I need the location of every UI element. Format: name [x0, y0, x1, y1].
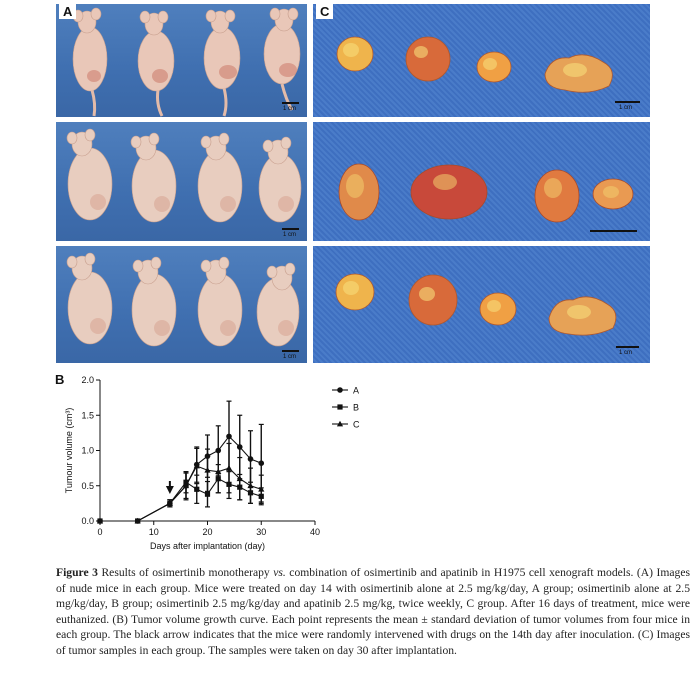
mice-photo-group-a: A 1 cm [56, 4, 307, 117]
mouse-1 [66, 128, 113, 221]
data-point-a [204, 453, 211, 459]
data-point-b [237, 484, 243, 490]
tumor-image-row-3 [335, 273, 617, 336]
x-tick-label: 0 [97, 527, 102, 537]
mouse-3 [203, 9, 241, 117]
data-point-c [247, 482, 254, 489]
chart-annotation [165, 481, 174, 494]
data-point-c [236, 475, 243, 482]
data-point-c [215, 468, 222, 475]
legend-label-b: B [353, 403, 359, 413]
data-point-b [194, 486, 200, 492]
mice-photo-group-c: 1 cm [56, 246, 307, 363]
legend-label-c: C [353, 420, 360, 430]
y-tick-label: 1.0 [81, 446, 94, 456]
scale-label: 1 cm [283, 354, 297, 360]
legend-marker-b [337, 404, 343, 410]
caption-text-2: combination of osimertinib and apatinib … [56, 566, 691, 657]
tumor-2 [408, 274, 458, 326]
y-tick-label: 0.0 [81, 516, 94, 526]
mouse-2 [130, 132, 177, 223]
legend-marker-c [336, 420, 344, 427]
scale-bar [590, 230, 637, 232]
mouse-1 [72, 7, 108, 117]
x-tick-label: 40 [310, 527, 320, 537]
data-point-b [226, 481, 232, 487]
tumor-photo-group-a: C 1 cm [313, 4, 650, 117]
x-tick-label: 10 [149, 527, 159, 537]
data-point-b [247, 490, 254, 496]
scale-label: 1 cm [283, 106, 297, 112]
scale-bar [616, 346, 639, 348]
panel-label-b: B [55, 372, 65, 387]
data-point-c [96, 517, 104, 524]
chart-axes: 0.0 0.5 1.0 1.5 2.0 0 10 20 30 40 Days after impla… [64, 375, 320, 551]
data-point-c [182, 482, 190, 489]
tumor-volume-chart: 0.0 0.5 1.0 1.5 2.0 0 10 20 30 40 Days after impla… [64, 375, 360, 551]
y-tick-label: 1.5 [81, 410, 94, 420]
data-point-c [258, 485, 265, 492]
scale-label: 1 cm [619, 105, 633, 111]
data-point-a [226, 433, 232, 440]
scale-label: 1 cm [283, 232, 297, 238]
mice-photo-group-b: 1 cm [56, 122, 307, 241]
mouse-1 [66, 252, 113, 345]
tumor-photo-group-b [313, 122, 650, 241]
mouse-3 [197, 132, 243, 223]
panel-label-a: A [59, 4, 77, 19]
mice-image-row-1 [72, 7, 301, 117]
caption-text-1: Results of osimertinib monotherapy [97, 566, 274, 579]
chart-series-lines [100, 435, 262, 522]
data-point-c [193, 462, 200, 469]
data-point-c [204, 466, 211, 473]
tumor-image-row-1 [336, 36, 613, 93]
x-tick-label: 20 [202, 527, 212, 537]
tumor-2 [410, 164, 488, 220]
mice-image-row-2 [66, 128, 302, 223]
figure-number: Figure 3 [56, 566, 98, 579]
data-point-b [204, 491, 211, 497]
data-point-b [258, 493, 264, 499]
chart-markers [96, 433, 265, 524]
data-point-c [225, 464, 233, 471]
x-axis-label: Days after implantation (day) [150, 541, 265, 551]
series-line-c [100, 465, 262, 522]
data-point-b [183, 479, 189, 485]
mouse-3 [197, 256, 243, 347]
figure-caption: Figure 3 Results of osimertinib monother… [56, 565, 690, 659]
series-line-b [100, 477, 262, 522]
panel-label-c: C [316, 4, 334, 19]
mouse-2 [131, 256, 177, 347]
arrow-head [165, 486, 174, 494]
series-line-a [100, 435, 262, 522]
legend-label-a: A [353, 386, 359, 396]
scale-bar [282, 228, 299, 230]
scale-label: 1 cm [619, 350, 633, 356]
mouse-4 [256, 262, 300, 347]
scale-bar [282, 102, 299, 104]
scale-bar [615, 101, 640, 103]
data-point-a [258, 460, 265, 466]
data-point-a [215, 447, 222, 454]
x-tick-label: 30 [256, 527, 266, 537]
y-tick-label: 0.5 [81, 481, 94, 491]
tumor-photo-group-c: 1 cm [313, 246, 650, 363]
y-tick-label: 2.0 [81, 375, 94, 385]
mice-image-row-3 [66, 252, 300, 347]
data-point-b [215, 476, 221, 482]
data-point-a [236, 444, 243, 450]
y-axis-label: Tumour volume (cm³) [64, 408, 74, 494]
mouse-4 [263, 7, 301, 111]
data-point-c [134, 517, 141, 524]
mouse-2 [137, 10, 175, 117]
chart-legend: ABC [332, 386, 360, 430]
caption-vs: vs. [273, 566, 286, 579]
tumor-image-row-2 [338, 163, 634, 223]
legend-marker-a [337, 387, 343, 393]
data-point-a [247, 456, 254, 462]
scale-bar [282, 350, 299, 352]
data-point-c [166, 500, 173, 506]
tumor-2 [405, 36, 451, 82]
